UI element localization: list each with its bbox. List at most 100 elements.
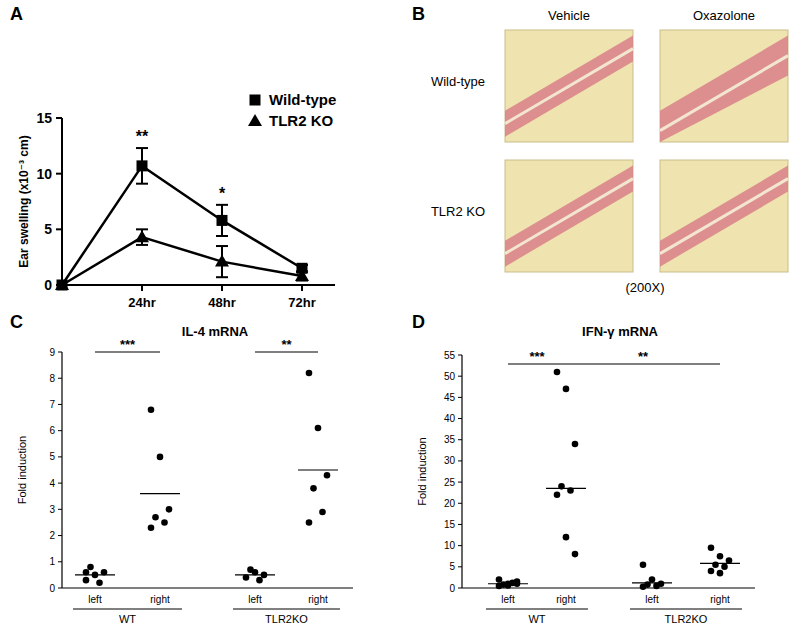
x-tick-label: right [556,594,576,605]
figure: A05101524hr48hr72hrEar swelling (x10⁻³ c… [0,0,800,638]
histology-image [660,30,788,142]
x-tick-label: right [308,594,328,605]
significance: *** [529,349,545,364]
plot-area [55,148,309,290]
significance: ** [136,128,149,145]
panel-label: A [10,4,23,24]
significance: *** [120,337,136,352]
point [653,583,660,590]
y-tick-label: 1 [49,556,55,567]
panel-c: CIL-4 mRNA0123456789Fold inductionleftri… [10,312,353,625]
mean-line [632,582,672,583]
magnification: (200X) [625,280,664,295]
column-label: Oxazolone [693,8,755,23]
point [310,485,317,492]
y-tick [458,545,462,546]
mean-line [488,583,528,584]
column-label: Vehicle [548,8,590,23]
cartilage [660,56,788,131]
x-tick [221,285,223,291]
y-tick [458,397,462,398]
y-tick [56,228,62,230]
panel-label: D [412,312,425,332]
group-label: TLR2KO [265,613,308,625]
mean-line [235,574,275,575]
point [306,370,313,377]
panel-label: C [10,312,23,332]
error-cap [216,245,228,247]
point [295,269,309,281]
tissue [660,36,788,142]
y-tick-label: 45 [444,392,456,403]
mean-line [298,469,338,470]
y-tick-label: 35 [444,434,456,445]
histology-image [505,30,633,142]
point [712,561,719,568]
point [55,278,69,290]
x-tick-label: right [150,594,170,605]
tissue [660,166,788,267]
point [161,519,168,526]
cartilage [660,179,788,254]
y-tick [458,482,462,483]
y-tick-label: 3 [49,504,55,515]
error-cap [136,183,148,185]
x-tick-label: 72hr [288,295,315,310]
y-tick [58,535,62,536]
group-label: TLR2KO [665,613,708,625]
y-tick [458,460,462,461]
plot-area [488,369,740,590]
image-background [505,160,633,272]
legend-marker [248,114,262,126]
point [554,492,561,499]
histology-image [660,160,788,272]
error-cap [216,235,228,237]
y-tick-label: 30 [444,455,456,466]
group-line [233,609,340,610]
x-tick-label: left [88,594,102,605]
y-axis-label: Fold induction [16,436,28,505]
group-line [73,609,182,610]
point [640,561,647,568]
y-tick [458,524,462,525]
y-axis [61,118,63,285]
point [217,215,228,226]
image-background [660,30,788,142]
x-tick-label: left [501,594,515,605]
series-line [62,237,302,285]
y-axis [61,352,62,588]
y-tick-label: 50 [444,371,456,382]
histology-image [505,160,633,272]
significance: ** [281,337,292,352]
y-tick [458,439,462,440]
point [554,369,561,376]
point [717,570,724,577]
point [726,557,733,564]
y-tick [458,588,462,589]
error-cap [136,244,148,246]
y-tick [58,378,62,379]
error-cap [216,204,228,206]
group-label: WT [528,613,545,625]
mean-line [546,488,586,489]
y-tick [58,509,62,510]
point [83,577,90,584]
y-tick-label: 10 [36,166,52,182]
mean-line [140,493,180,494]
point [319,509,326,516]
point [137,160,148,171]
y-tick-label: 0 [49,583,55,594]
point [721,564,728,571]
point [152,514,159,521]
point [717,553,724,560]
y-tick [58,456,62,457]
row-label: Wild-type [431,74,485,89]
y-tick [56,117,62,119]
point [324,472,331,479]
y-tick [458,418,462,419]
point [256,577,263,584]
point [215,255,229,267]
y-tick-label: 7 [49,399,55,410]
point [306,519,313,526]
group-line [486,609,588,610]
